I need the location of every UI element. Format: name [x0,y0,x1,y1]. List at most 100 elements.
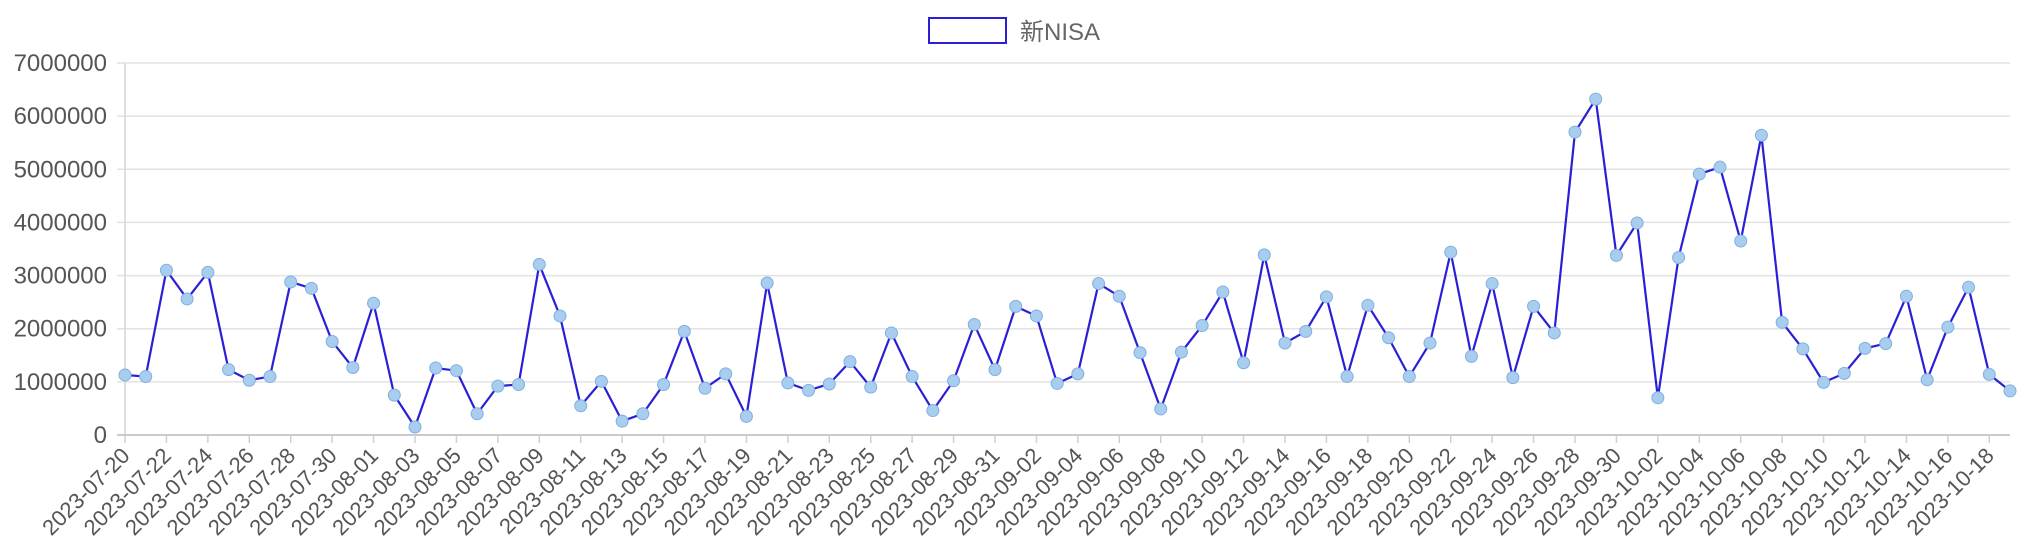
data-point[interactable] [304,281,318,295]
legend[interactable]: 新NISA [928,17,1100,46]
data-point[interactable] [905,370,919,384]
data-point[interactable] [242,373,256,387]
data-point[interactable] [1009,299,1023,313]
data-point[interactable] [1713,160,1727,174]
data-point[interactable] [1506,371,1520,385]
data-point[interactable] [1630,216,1644,230]
data-point[interactable] [387,388,401,402]
data-point[interactable] [449,364,463,378]
data-point[interactable] [594,374,608,388]
data-point[interactable] [739,409,753,423]
data-point[interactable] [512,378,526,392]
data-point[interactable] [1237,356,1251,370]
data-point[interactable] [180,292,194,306]
grid [117,62,2010,436]
data-point[interactable] [1527,299,1541,313]
data-point[interactable] [781,376,795,390]
data-point[interactable] [1651,391,1665,405]
data-point[interactable] [822,377,836,391]
data-point[interactable] [1319,290,1333,304]
data-point[interactable] [1775,315,1789,329]
data-point[interactable] [1962,280,1976,294]
data-point[interactable] [1050,376,1064,390]
data-point[interactable] [1029,309,1043,323]
data-point[interactable] [967,317,981,331]
data-point[interactable] [802,383,816,397]
y-tick-label: 3000000 [14,263,107,290]
data-point[interactable] [926,404,940,418]
data-point[interactable] [574,399,588,413]
data-point[interactable] [1899,289,1913,303]
data-point[interactable] [1071,367,1085,381]
data-point[interactable] [1299,324,1313,338]
data-point[interactable] [884,326,898,340]
data-point[interactable] [1796,342,1810,356]
data-point[interactable] [1278,336,1292,350]
data-point[interactable] [677,324,691,338]
data-point[interactable] [719,367,733,381]
data-point[interactable] [1692,167,1706,181]
data-point[interactable] [1423,336,1437,350]
data-point[interactable] [1361,298,1375,312]
data-point[interactable] [1547,326,1561,340]
data-point[interactable] [429,361,443,375]
data-point[interactable] [1920,373,1934,387]
data-point[interactable] [1340,370,1354,384]
data-point[interactable] [1941,320,1955,334]
data-point[interactable] [139,370,153,384]
data-point[interactable] [201,265,215,279]
data-point[interactable] [1174,345,1188,359]
data-point[interactable] [843,355,857,369]
data-point[interactable] [1444,245,1458,259]
data-point[interactable] [1464,349,1478,363]
data-point[interactable] [1817,375,1831,389]
data-point[interactable] [698,381,712,395]
data-point[interactable] [1568,125,1582,139]
data-point[interactable] [1133,346,1147,360]
data-point[interactable] [615,414,629,428]
x-axis: 2023-07-202023-07-222023-07-242023-07-26… [37,435,1999,540]
data-point[interactable] [1195,319,1209,333]
data-point[interactable] [1216,285,1230,299]
data-point[interactable] [1402,370,1416,384]
y-tick-label: 6000000 [14,103,107,130]
data-point[interactable] [159,263,173,277]
data-point[interactable] [864,380,878,394]
data-point[interactable] [1485,277,1499,291]
data-point[interactable] [1257,248,1271,262]
data-point[interactable] [760,276,774,290]
data-point[interactable] [553,309,567,323]
data-point[interactable] [1754,128,1768,142]
data-point[interactable] [988,363,1002,377]
data-point[interactable] [325,334,339,348]
data-point[interactable] [1879,337,1893,351]
data-point[interactable] [284,275,298,289]
data-point[interactable] [1858,341,1872,355]
data-point[interactable] [2003,384,2017,398]
data-point[interactable] [118,368,132,382]
y-tick-label: 7000000 [14,50,107,77]
data-point[interactable] [636,407,650,421]
legend-swatch[interactable] [928,17,1007,44]
data-point[interactable] [1382,331,1396,345]
data-point[interactable] [1837,366,1851,380]
data-point[interactable] [367,296,381,310]
data-point[interactable] [346,361,360,375]
data-point[interactable] [470,407,484,421]
data-point[interactable] [263,370,277,384]
data-point[interactable] [532,257,546,271]
data-point[interactable] [947,374,961,388]
data-point[interactable] [1672,251,1686,265]
data-point[interactable] [222,363,236,377]
data-point[interactable] [1609,248,1623,262]
data-point[interactable] [1154,402,1168,416]
data-point[interactable] [657,378,671,392]
data-point[interactable] [491,379,505,393]
data-point[interactable] [1112,289,1126,303]
data-point[interactable] [1589,92,1603,106]
data-point[interactable] [408,420,422,434]
data-point[interactable] [1092,277,1106,291]
data-point[interactable] [1734,234,1748,248]
data-point[interactable] [1982,367,1996,381]
